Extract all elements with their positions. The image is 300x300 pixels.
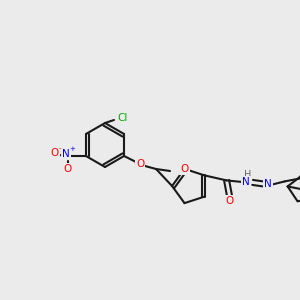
Text: O: O — [64, 164, 72, 174]
Text: N: N — [264, 179, 272, 189]
Text: N: N — [62, 149, 70, 159]
Text: O: O — [226, 196, 234, 206]
Text: H: H — [244, 170, 251, 180]
Text: +: + — [69, 146, 75, 152]
Text: N: N — [242, 177, 250, 188]
Text: O: O — [136, 159, 144, 169]
Text: Cl: Cl — [118, 113, 128, 123]
Text: O: O — [180, 164, 189, 174]
Text: O: O — [51, 148, 59, 158]
Text: -: - — [59, 145, 61, 151]
